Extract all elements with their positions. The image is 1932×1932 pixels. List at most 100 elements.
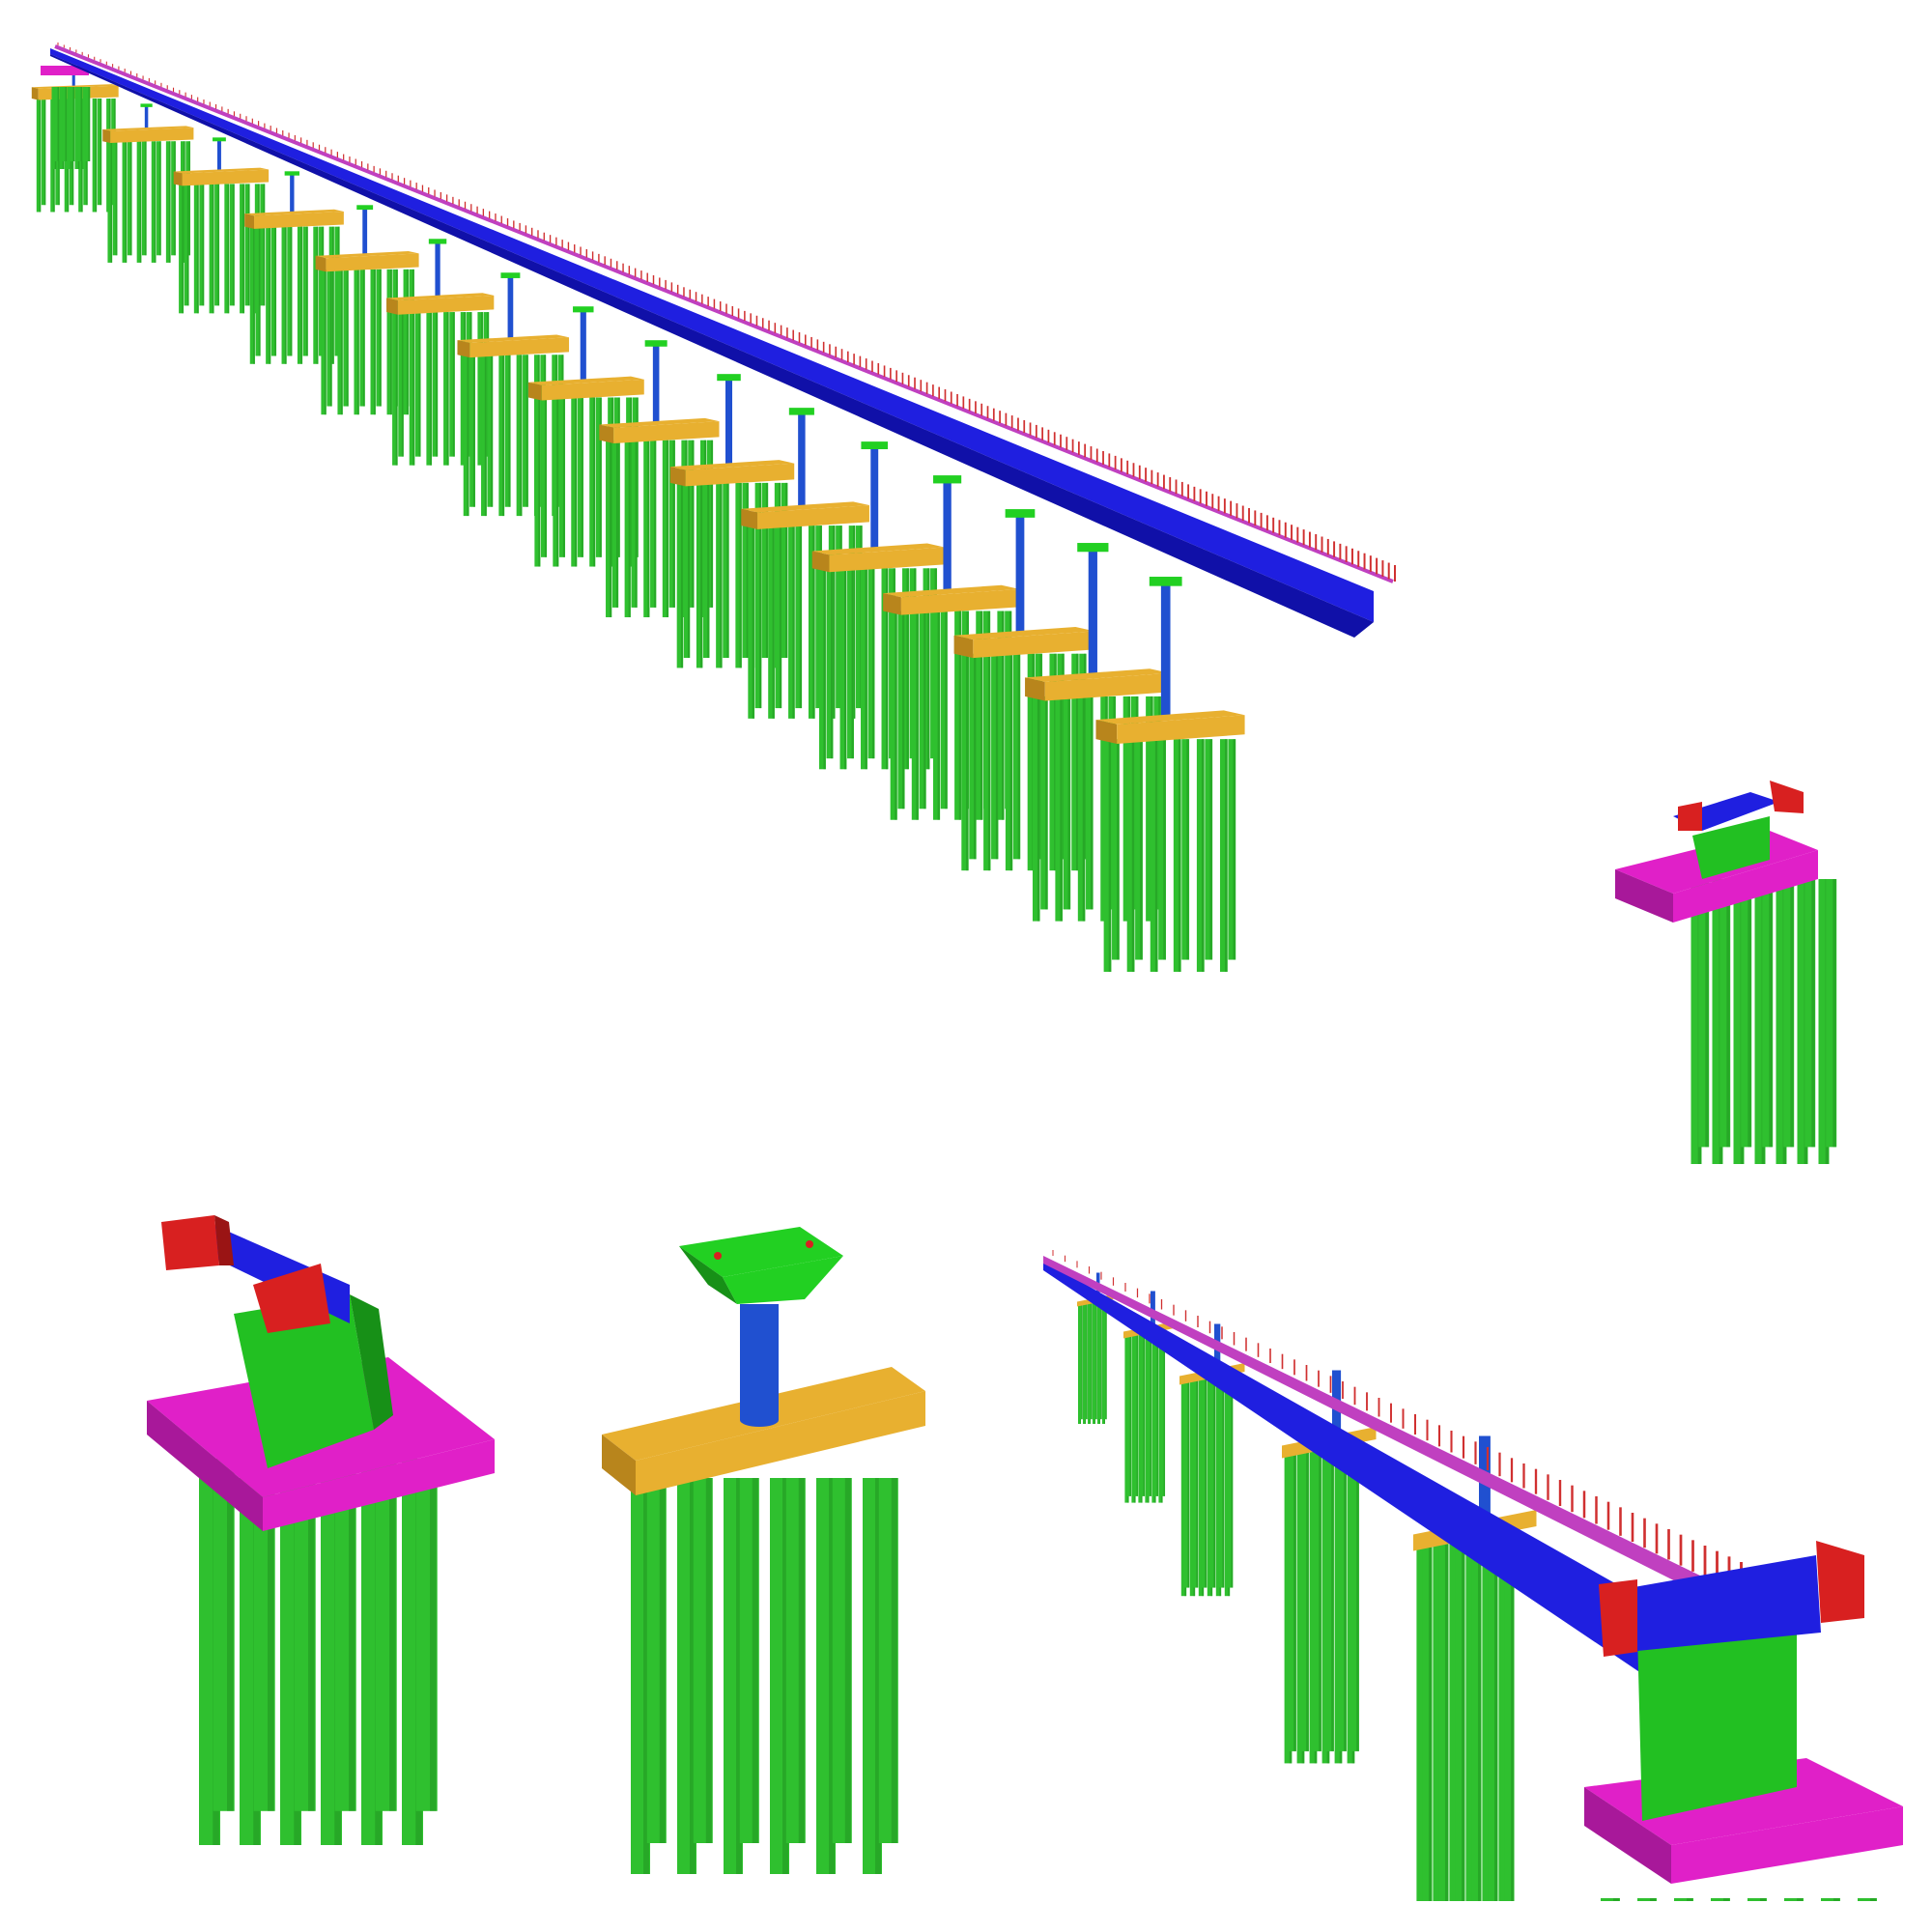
bearing <box>714 1252 722 1260</box>
pile <box>1138 1333 1143 1503</box>
pile <box>386 269 392 415</box>
pile-shade <box>916 611 919 820</box>
pile-shade <box>1428 1539 1433 1901</box>
pile <box>1103 739 1112 973</box>
pile-group <box>1078 1303 1107 1424</box>
pile-shade <box>390 269 392 415</box>
pile-shade <box>80 87 83 161</box>
pile <box>41 99 46 206</box>
abutment-piles <box>199 1459 438 1845</box>
pile-shade <box>168 141 171 263</box>
pile <box>1449 1539 1460 1901</box>
pile-shade <box>340 269 343 415</box>
pile-shade <box>630 397 632 567</box>
pile <box>74 87 80 169</box>
pile <box>1321 1449 1330 1764</box>
pile-shade <box>290 226 293 356</box>
pile-shade <box>1356 1449 1359 1751</box>
pile-shade <box>332 226 334 364</box>
pier-column <box>580 309 586 383</box>
pile-shade <box>1687 1898 1692 1901</box>
pile-shade <box>1060 696 1063 922</box>
pile-shade <box>1140 739 1143 960</box>
pile-shade <box>43 99 46 206</box>
pile-shade <box>1790 879 1794 1148</box>
pier-column <box>740 1304 779 1420</box>
pile <box>1784 1898 1804 1901</box>
pile-shade <box>1143 1333 1145 1496</box>
pile-shade <box>197 184 199 314</box>
pile <box>1455 1539 1465 1901</box>
pile-cap-side <box>102 128 111 143</box>
pile-cap-side <box>457 340 470 358</box>
pile-cap-front <box>636 1391 925 1495</box>
pile-cap-front <box>829 547 945 573</box>
pile <box>855 526 863 709</box>
pile <box>1698 879 1710 1148</box>
pile-cap-front <box>110 128 194 143</box>
pile-shade <box>736 1478 742 1874</box>
pile-shade <box>1201 739 1205 973</box>
pile <box>1173 739 1181 973</box>
pile <box>1150 739 1158 973</box>
pile-shade <box>720 482 723 668</box>
pile-shade <box>937 611 940 820</box>
pile-shade <box>1344 1449 1347 1751</box>
pile-shade <box>1186 739 1189 960</box>
pile <box>92 99 98 213</box>
pile-cap-front <box>397 295 495 315</box>
pile <box>1741 879 1752 1148</box>
pile <box>1027 653 1036 871</box>
pier-cap <box>644 340 668 347</box>
pier-cap-side <box>679 1246 737 1304</box>
pile-cap-top <box>741 501 869 513</box>
pile <box>534 397 541 567</box>
pile-shade <box>72 87 75 161</box>
pile-shade <box>1187 1378 1190 1588</box>
pile-shade <box>599 397 602 557</box>
pile <box>723 482 729 659</box>
pile-shade <box>593 397 595 567</box>
pile-cap-front <box>254 211 344 229</box>
pier-column <box>435 241 440 298</box>
pile <box>199 184 205 306</box>
abutment-drawing <box>147 1215 495 1845</box>
pile-shade <box>799 526 802 709</box>
pile <box>1209 1378 1216 1588</box>
abutment-cap-front <box>1673 850 1818 923</box>
pile <box>1126 1333 1132 1496</box>
pile-shade <box>844 568 847 770</box>
pile <box>414 312 421 457</box>
pile-shade <box>1461 1539 1465 1901</box>
backwall <box>1623 1555 1821 1652</box>
pile-shade <box>316 226 319 364</box>
pile-shade <box>1209 739 1212 960</box>
pile <box>1131 1333 1136 1503</box>
pile <box>861 568 867 770</box>
pile <box>902 568 909 770</box>
bridge-closeup-drawing <box>1043 1250 1903 1901</box>
pile <box>165 141 171 263</box>
pile-shade <box>1510 1539 1515 1901</box>
pile-shade <box>88 87 91 161</box>
pile-shade <box>643 1478 649 1874</box>
pile <box>70 87 75 161</box>
pile-cap-front <box>1117 715 1245 744</box>
pier-12 <box>811 441 945 770</box>
pile <box>735 482 742 668</box>
pile <box>1314 1449 1321 1751</box>
pile <box>337 269 343 415</box>
pile-shade <box>227 1459 234 1811</box>
pier-cap <box>428 239 447 244</box>
pile <box>1158 739 1167 960</box>
pier-cap <box>140 103 153 107</box>
pile <box>1284 1449 1293 1764</box>
pile <box>954 611 962 820</box>
pile-cap-side <box>741 508 758 529</box>
pile <box>1205 739 1213 960</box>
pile-shade <box>865 568 867 770</box>
pile <box>606 440 612 617</box>
pile-shade <box>242 184 244 314</box>
pile <box>1196 739 1205 973</box>
pile-shade <box>452 312 455 457</box>
